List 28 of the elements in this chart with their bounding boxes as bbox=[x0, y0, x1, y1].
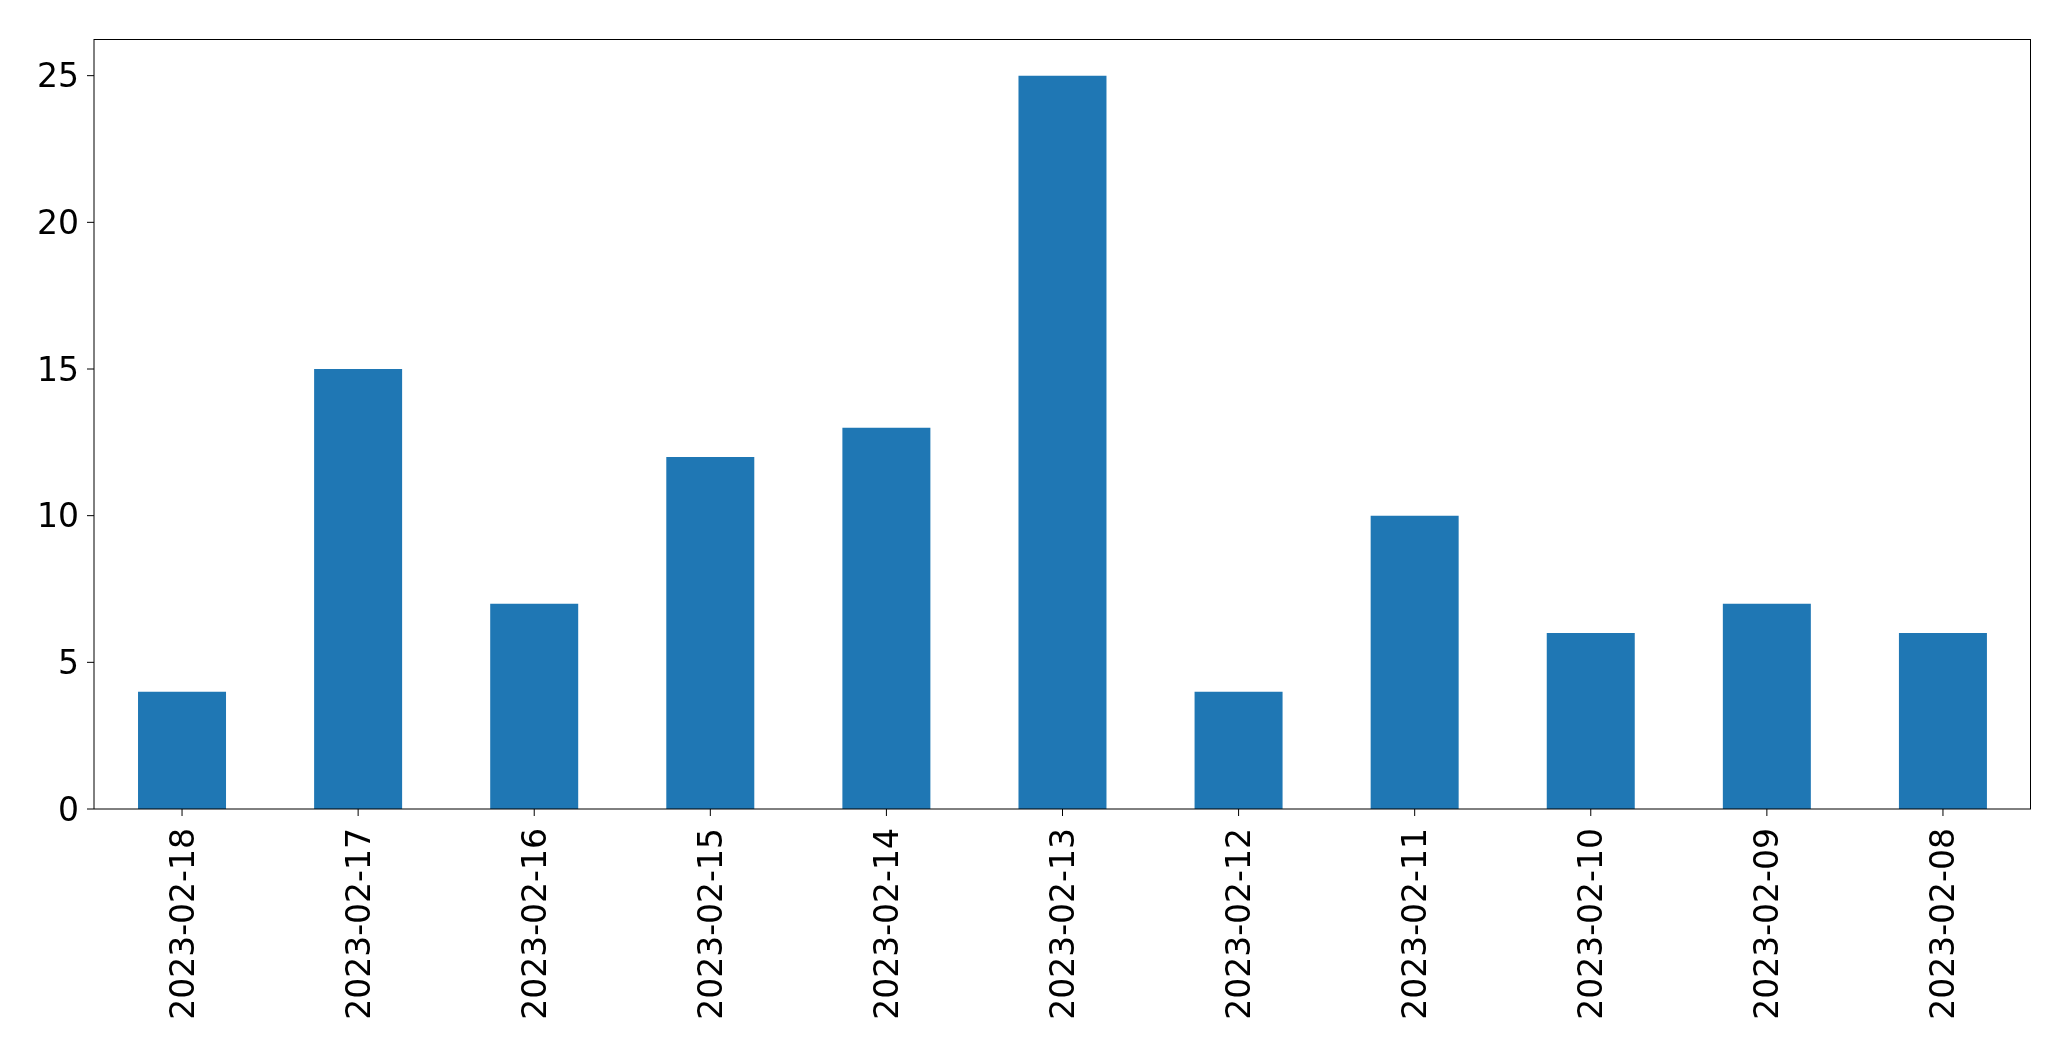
y-tick-label: 0 bbox=[58, 789, 79, 829]
bar bbox=[1194, 691, 1283, 809]
x-tick-label: 2023-02-14 bbox=[866, 828, 906, 1020]
y-tick-label: 20 bbox=[37, 202, 79, 242]
y-tick-label: 5 bbox=[58, 642, 79, 682]
x-tick-label: 2023-02-12 bbox=[1219, 828, 1259, 1020]
bar bbox=[1370, 515, 1459, 809]
x-tick-label: 2023-02-08 bbox=[1923, 828, 1963, 1020]
bar bbox=[666, 457, 755, 809]
x-tick-label: 2023-02-10 bbox=[1571, 828, 1611, 1020]
x-tick-label: 2023-02-15 bbox=[690, 828, 730, 1020]
bar bbox=[314, 369, 403, 809]
y-tick-label: 25 bbox=[37, 56, 79, 96]
bar bbox=[138, 691, 227, 809]
x-tick-label: 2023-02-17 bbox=[338, 828, 378, 1020]
bar bbox=[1898, 633, 1987, 809]
x-tick-label: 2023-02-13 bbox=[1043, 828, 1082, 1020]
bar bbox=[1546, 633, 1635, 809]
y-tick-label: 15 bbox=[37, 349, 79, 389]
bar bbox=[842, 427, 931, 809]
bar bbox=[1722, 603, 1811, 809]
x-tick-label: 2023-02-18 bbox=[162, 828, 202, 1020]
x-tick-label: 2023-02-09 bbox=[1747, 828, 1787, 1020]
bar bbox=[1018, 75, 1107, 809]
bar bbox=[490, 603, 579, 809]
x-tick-label: 2023-02-16 bbox=[514, 828, 554, 1020]
x-tick-label: 2023-02-11 bbox=[1395, 828, 1435, 1020]
y-tick-label: 10 bbox=[37, 496, 79, 536]
